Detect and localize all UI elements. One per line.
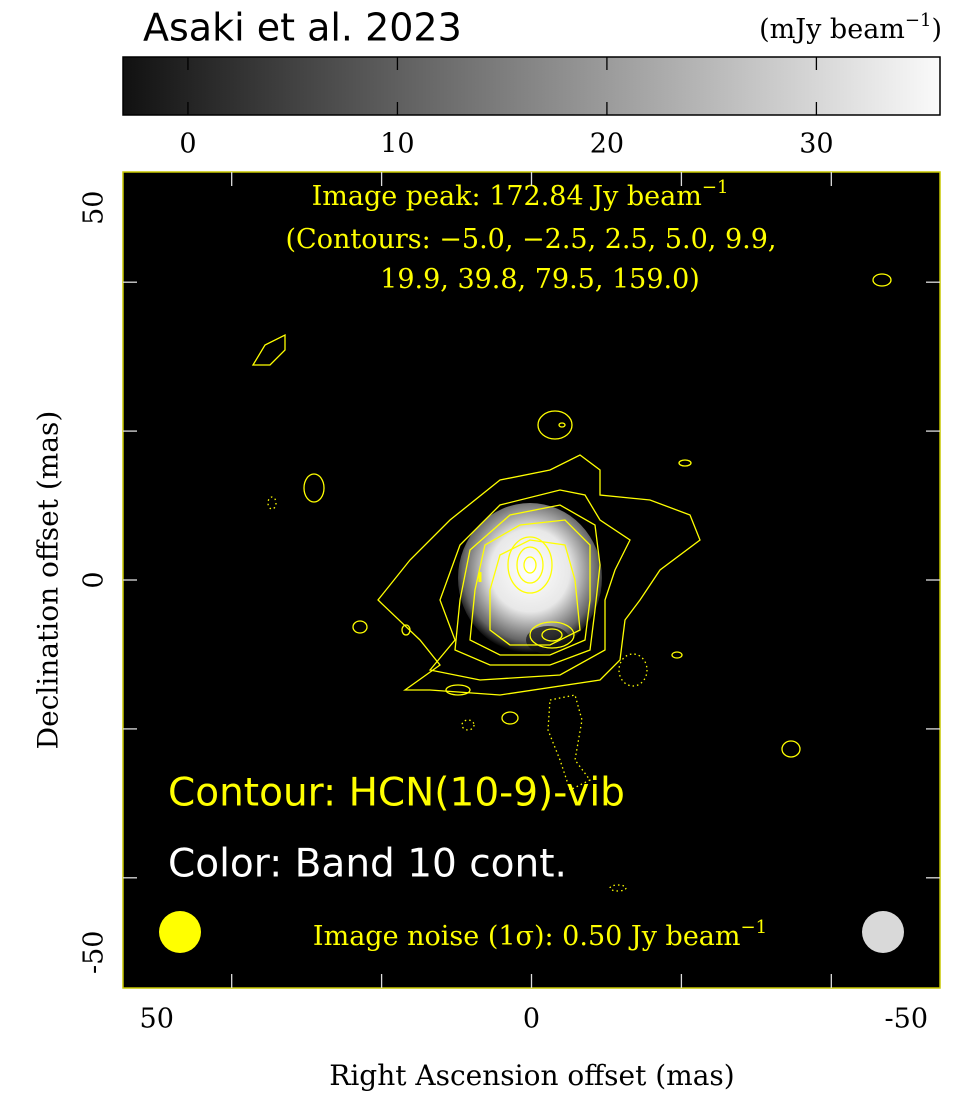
colorbar-label: (mJy beam−1) [759,10,942,45]
contour-levels: 19.9, 39.8, 79.5, 159.0) [380,264,700,295]
colorbar-tick-label: 0 [179,129,196,160]
y-tick-label: 50 [79,191,110,225]
contour-label: Contour: HCN(10-9)-vib [168,771,625,816]
y-axis-label: Declination offset (mas) [32,411,65,750]
colorbar-tick-label: 10 [380,129,414,160]
x-tick-label: -50 [885,1004,928,1035]
colorbar-tick-label: 30 [799,129,833,160]
noise-annotation: Image noise (1σ): 0.50 Jy beam−1 [313,917,767,952]
x-tick-label: 0 [523,1004,540,1035]
contour-levels: (Contours: −5.0, −2.5, 2.5, 5.0, 9.9, [286,224,777,255]
colorbar-tick-label: 20 [590,129,624,160]
y-tick-label: 0 [79,571,110,588]
colorbar [123,57,940,115]
chart: Asaki et al. 2023 (mJy beam−1) [0,0,966,1102]
chart-title: Asaki et al. 2023 [143,6,462,50]
image-beam [862,911,904,953]
y-tick-label: -50 [79,931,110,974]
x-tick-label: 50 [140,1004,174,1035]
peak-annotation: Image peak: 172.84 Jy beam−1 [312,177,729,212]
contour-beam [159,911,201,953]
color-label: Color: Band 10 cont. [168,842,567,887]
x-axis-label: Right Ascension offset (mas) [329,1059,734,1092]
plot-area: Image peak: 172.84 Jy beam−1 (Contours: … [123,172,940,988]
